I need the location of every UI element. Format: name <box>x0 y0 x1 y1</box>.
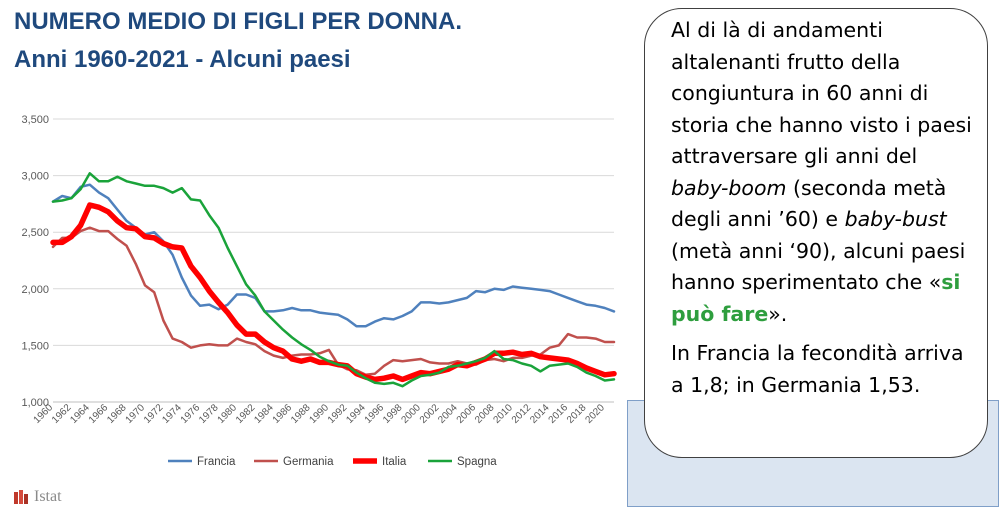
legend-label-francia: Francia <box>197 456 236 468</box>
x-tick-label: 2012 <box>510 402 534 426</box>
x-tick-label: 1988 <box>289 402 313 426</box>
y-tick-label: 1,500 <box>21 340 49 352</box>
y-axis: 1,000 1,500 2,000 2,500 3,000 3,500 <box>21 114 49 409</box>
x-tick-label: 2016 <box>547 402 571 426</box>
chart-title: NUMERO MEDIO DI FIGLI PER DONNA. <box>14 8 463 35</box>
callout-text: Al di là di andamenti altalenanti frutto… <box>671 18 972 168</box>
baby-boom-term: baby-boom <box>671 175 787 200</box>
series-line-germania <box>51 226 616 377</box>
x-tick-label: 1992 <box>326 402 350 426</box>
chart-legend: Francia Germania Italia Spagna <box>168 456 497 468</box>
x-tick-label: 1986 <box>271 402 295 426</box>
callout-paragraph-2: In Francia la fecondità arriva a 1,8; in… <box>671 341 964 397</box>
x-tick-label: 1996 <box>363 402 387 426</box>
x-tick-label: 1968 <box>105 402 129 426</box>
x-tick-label: 2010 <box>491 402 515 426</box>
y-tick-label: 1,000 <box>21 397 49 409</box>
x-tick-label: 2008 <box>473 402 497 426</box>
x-tick-label: 2018 <box>565 402 589 426</box>
x-tick-label: 1990 <box>308 402 332 426</box>
si-puo-fare-highlight: si può fare <box>671 270 961 326</box>
x-tick-label: 1998 <box>381 402 405 426</box>
fertility-line-chart: 1,000 1,500 2,000 2,500 3,000 3,500 196019621… <box>21 114 617 468</box>
x-tick-label: 2020 <box>583 402 607 426</box>
x-tick-label: 1976 <box>179 402 203 426</box>
istat-logo-text: Istat <box>34 488 62 505</box>
x-tick-label: 1970 <box>124 402 148 426</box>
istat-logo-icon <box>14 490 28 504</box>
series-line-spagna <box>51 172 616 388</box>
commentary-callout: Al di là di andamenti altalenanti frutto… <box>644 8 988 458</box>
y-tick-label: 3,000 <box>21 171 49 183</box>
x-tick-label: 1962 <box>50 402 74 426</box>
x-tick-label: 2004 <box>436 402 460 426</box>
x-tick-label: 1964 <box>68 402 92 426</box>
x-tick-label: 1974 <box>160 402 184 426</box>
y-tick-label: 3,500 <box>21 114 49 126</box>
y-tick-label: 2,500 <box>21 227 49 239</box>
baby-bust-term: baby-bust <box>844 207 947 231</box>
callout-text: (seconda metà degli anni ’60) e <box>671 175 947 232</box>
x-tick-label: 1994 <box>344 402 368 426</box>
x-tick-label: 1984 <box>252 402 276 426</box>
callout-text: ». <box>768 301 788 326</box>
callout-text: (metà anni ‘90), alcuni paesi hanno sper… <box>671 238 966 295</box>
x-tick-label: 1966 <box>87 402 111 426</box>
y-tick-label: 2,000 <box>21 284 49 296</box>
x-tick-label: 1972 <box>142 402 166 426</box>
x-tick-label: 2006 <box>455 402 479 426</box>
legend-label-germania: Germania <box>283 456 334 468</box>
chart-subtitle: Anni 1960-2021 - Alcuni paesi <box>14 46 351 73</box>
x-tick-label: 2000 <box>399 402 423 426</box>
legend-label-spagna: Spagna <box>457 456 497 468</box>
x-tick-label: 2002 <box>418 402 442 426</box>
callout-paragraph-1: Al di là di andamenti altalenanti frutto… <box>671 15 975 330</box>
x-tick-label: 1980 <box>216 402 240 426</box>
series-line-francia <box>51 183 616 328</box>
x-tick-label: 2014 <box>528 402 552 426</box>
x-axis: 1960196219641966196819701972197419761978… <box>32 401 614 426</box>
series-line-italia <box>50 202 617 383</box>
x-tick-label: 1978 <box>197 402 221 426</box>
x-tick-label: 1982 <box>234 402 258 426</box>
chart-series <box>50 172 617 388</box>
istat-logo: Istat <box>14 488 62 506</box>
legend-label-italia: Italia <box>382 456 407 468</box>
